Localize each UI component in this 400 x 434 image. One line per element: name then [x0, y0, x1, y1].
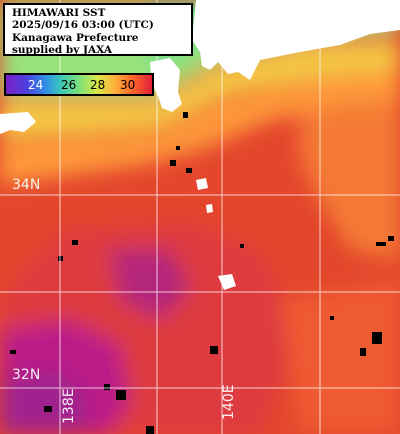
header-title: HIMAWARI SST [12, 7, 106, 19]
legend-tick-26: 26 [61, 78, 77, 92]
lon-label-138e: 138E [61, 388, 77, 424]
west-coast [0, 112, 36, 134]
honshu-land [192, 0, 400, 80]
island-c [206, 204, 213, 213]
header-region: Kanagawa Prefecture [12, 31, 139, 44]
color-legend: 24 26 28 30 [4, 73, 154, 96]
cloud-mask [10, 112, 394, 434]
legend-tick-24: 24 [28, 78, 44, 92]
izu-peninsula [150, 58, 182, 112]
header-source: supplied by JAXA [12, 43, 113, 56]
lat-label-32n: 32N [12, 367, 41, 383]
info-header: HIMAWARI SST 2025/09/16 03:00 (UTC) Kana… [3, 3, 193, 56]
legend-tick-28: 28 [90, 78, 106, 92]
lon-label-140e: 140E [221, 384, 237, 420]
header-datetime: 2025/09/16 03:00 (UTC) [12, 19, 154, 32]
legend-tick-30: 30 [120, 78, 136, 92]
lat-label-34n: 34N [12, 177, 41, 193]
island-a [196, 178, 208, 190]
